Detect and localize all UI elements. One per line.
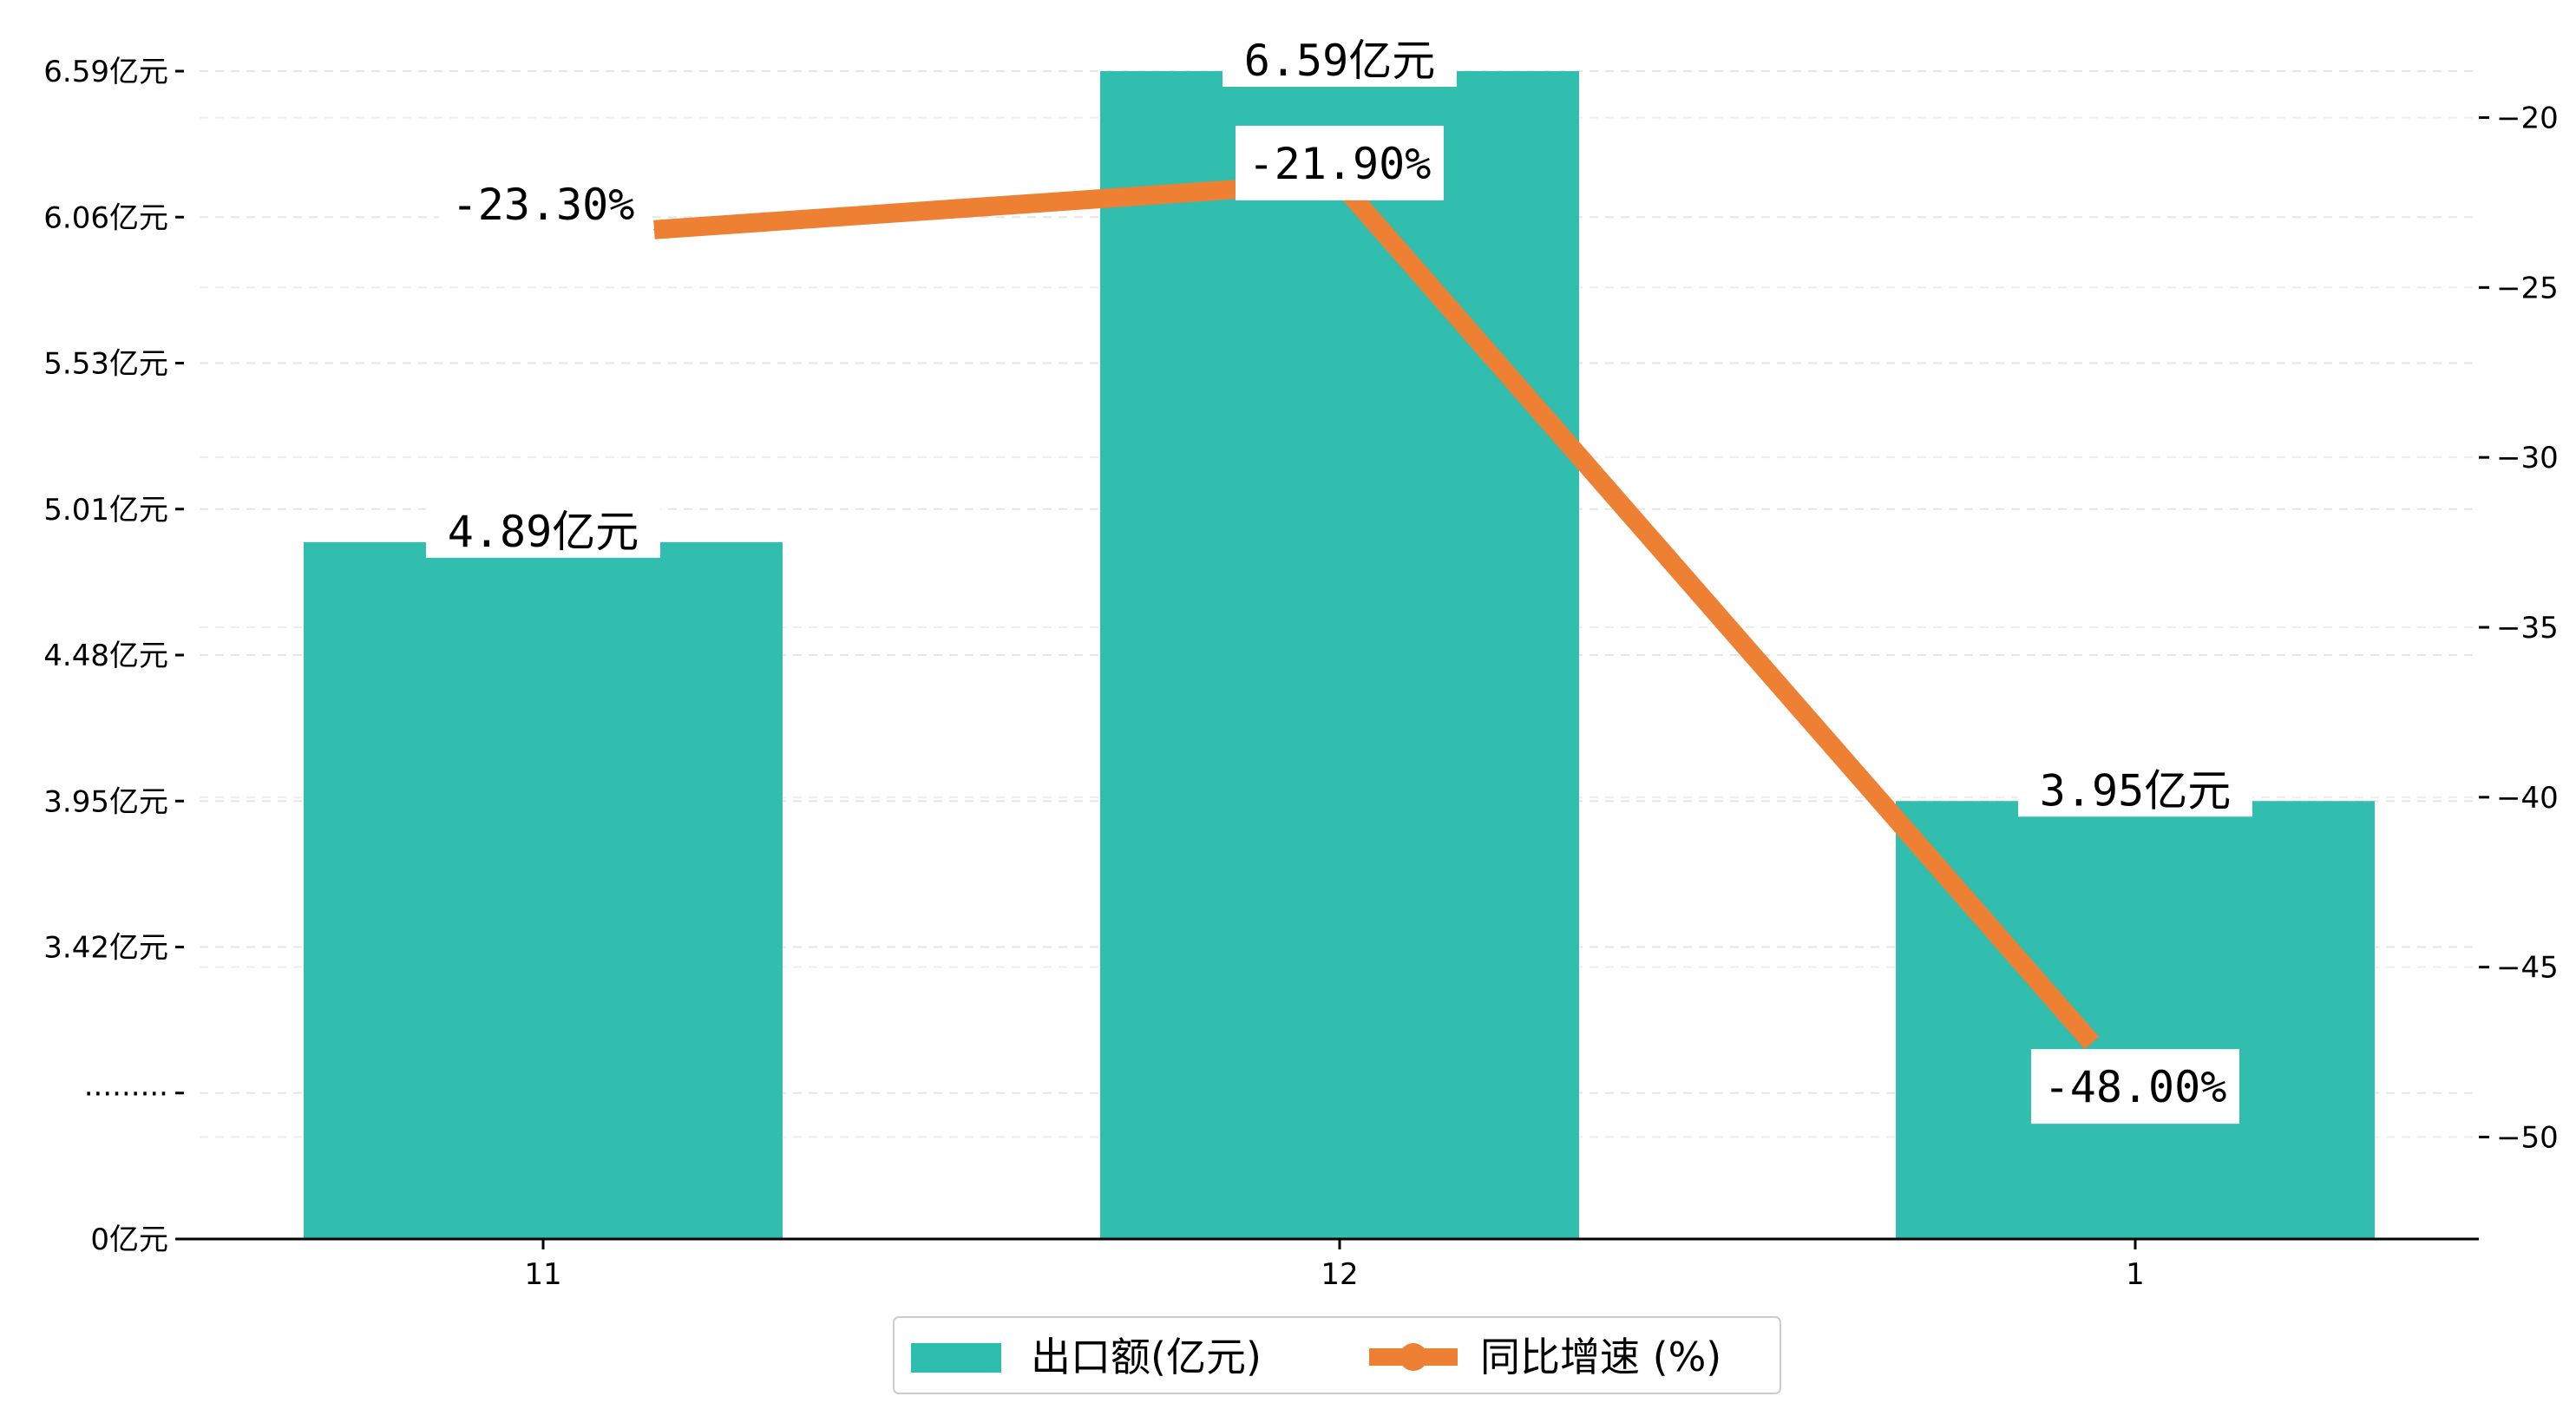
x-tick-label: 1 — [2126, 1257, 2145, 1292]
y-left-tick-label: 3.95亿元 — [43, 784, 168, 819]
legend-label-growth: 同比增速 (%) — [1480, 1334, 1721, 1380]
y-right-tick-label: −35 — [2496, 611, 2559, 646]
bar — [304, 541, 783, 1239]
bar — [1896, 801, 2375, 1239]
y-left-tick-label: 6.06亿元 — [43, 200, 168, 235]
y-right-tick-label: −40 — [2496, 781, 2559, 816]
y-right-tick-label: −45 — [2496, 951, 2559, 986]
bar-label-box — [2018, 763, 2252, 817]
legend-bar-swatch — [911, 1343, 1001, 1373]
line-label-box — [2031, 1049, 2239, 1124]
bar-label-box — [1222, 33, 1457, 87]
y-left-tick-label: 5.01亿元 — [43, 493, 168, 528]
bar-value-label: 3.95亿元 — [2040, 765, 2231, 816]
y-left-tick-label: 4.48亿元 — [43, 639, 168, 673]
y-right-tick-label: −20 — [2496, 102, 2559, 136]
line-value-label: -21.90% — [1249, 139, 1432, 189]
line-value-label: -23.30% — [452, 180, 635, 230]
y-left-tick-label: 0亿元 — [90, 1223, 168, 1257]
x-tick-label: 12 — [1321, 1257, 1358, 1292]
legend: 出口额(亿元) 同比增速 (%) — [893, 1316, 1781, 1394]
y-left-tick-label: 6.59亿元 — [43, 55, 168, 89]
bar-value-label: 6.59亿元 — [1244, 36, 1435, 86]
line-label-box — [439, 166, 647, 241]
y-right-tick-label: −25 — [2496, 271, 2559, 305]
bar-series — [304, 71, 2375, 1239]
line-point — [653, 228, 655, 231]
y-left-tick-label: 3.42亿元 — [43, 931, 168, 966]
axes: 0亿元 ········· 3.42亿元 3.95亿元 4.48亿元 5.01亿元 5.53… — [43, 55, 2558, 1292]
legend-line-marker — [1399, 1343, 1427, 1371]
bar-value-label: 4.89亿元 — [448, 507, 639, 557]
y-right-tick-label: −30 — [2496, 441, 2559, 475]
y-left-tick-label: 5.53亿元 — [43, 347, 168, 382]
line-label-box — [1236, 125, 1444, 200]
y-left-tick-label: ········· — [84, 1077, 168, 1111]
bar-label-box — [426, 503, 660, 558]
line-point — [2091, 1042, 2093, 1045]
legend-box — [893, 1316, 1781, 1394]
line-value-label: -48.00% — [2044, 1062, 2227, 1112]
legend-label-export: 出口额(亿元) — [1031, 1334, 1262, 1380]
data-labels: 4.89亿元 6.59亿元 3.95亿元 -23.30% -21.90% -48.00% — [426, 33, 2252, 1124]
y-right-tick-label: −50 — [2496, 1121, 2559, 1156]
x-tick-label: 11 — [524, 1257, 561, 1292]
bar — [1100, 71, 1579, 1239]
